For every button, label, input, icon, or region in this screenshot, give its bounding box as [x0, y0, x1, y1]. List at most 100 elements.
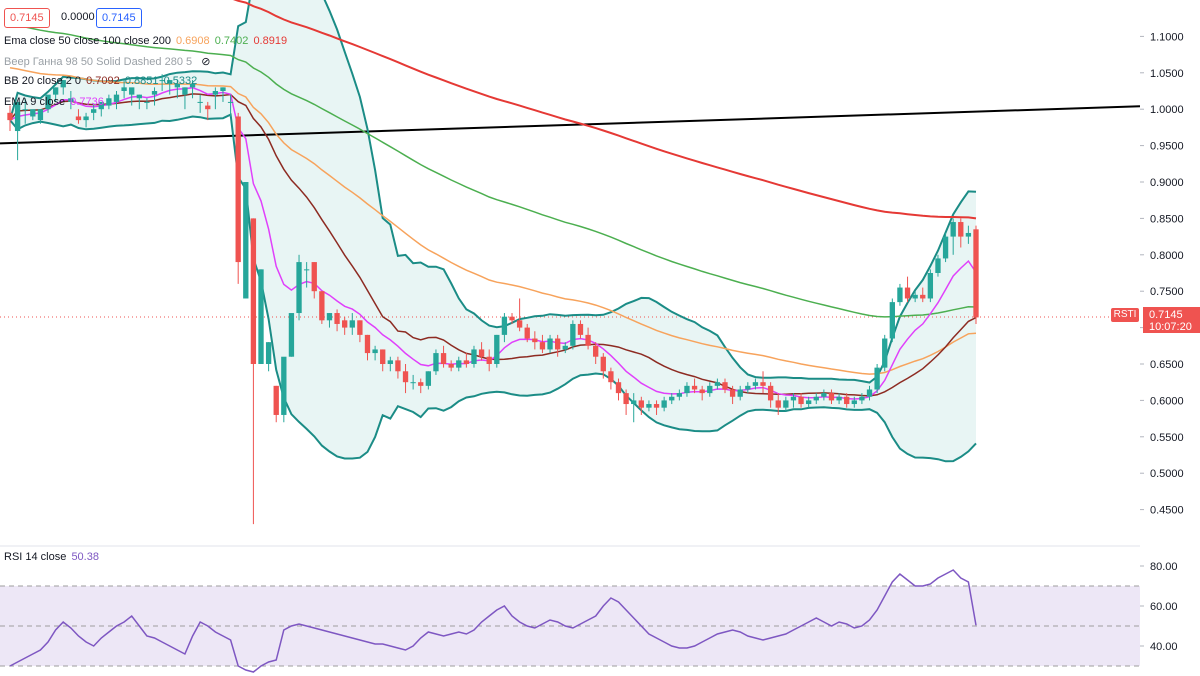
price-pane[interactable] — [0, 0, 1141, 525]
candle-body — [136, 94, 142, 99]
candle-body — [212, 91, 219, 95]
legend-bb-upper-value: 0.8851 — [124, 75, 159, 87]
candle-body — [281, 356, 287, 415]
candle-body — [707, 385, 713, 394]
legend-ema-50-value: 0.6908 — [176, 35, 210, 47]
candle-body — [235, 116, 241, 263]
candle-body — [813, 396, 819, 401]
candle-body — [866, 389, 873, 397]
candle-body — [600, 356, 606, 372]
candle-body — [760, 382, 766, 386]
bb-lower-line — [9, 113, 977, 463]
candle-body — [501, 316, 508, 335]
candle-body — [410, 382, 416, 384]
candle-body — [638, 400, 644, 408]
candle-body — [942, 236, 949, 259]
price-tick-label: 0.7500 — [1150, 286, 1184, 298]
change-box: 0.0000 — [56, 8, 100, 26]
candle-body — [91, 109, 97, 113]
candle-body — [950, 222, 956, 237]
candle-body — [912, 294, 918, 299]
candle-body — [745, 385, 751, 390]
candle-body — [562, 345, 568, 350]
candle-body — [623, 393, 629, 405]
rsi-line — [9, 569, 977, 673]
legend-ema-200-value: 0.8919 — [253, 35, 288, 47]
candle-body — [631, 400, 637, 405]
candle-body — [45, 94, 51, 110]
candle-body — [425, 371, 432, 386]
candle-body — [547, 338, 553, 350]
candle-body — [372, 349, 378, 354]
candle-body — [167, 80, 173, 84]
legend-gann[interactable]: Веер Ганна 98 50 Solid Dashed 280 5 ⊘ — [4, 55, 210, 68]
candle-body — [243, 182, 249, 299]
candle-body — [973, 229, 979, 318]
price-axis: 0.45000.50000.55000.60000.65000.70000.75… — [1140, 0, 1200, 676]
candle-body — [205, 105, 211, 110]
candle-body — [357, 320, 363, 335]
candle-body — [828, 393, 835, 401]
candle-body — [395, 360, 401, 372]
candle-body — [646, 404, 652, 408]
price-tick-label: 0.5500 — [1150, 432, 1184, 444]
candle-body — [402, 371, 409, 383]
candle-body — [448, 364, 454, 368]
candle-body — [334, 313, 340, 324]
candle-body — [935, 258, 941, 273]
candle-body — [197, 101, 203, 103]
price-badge: 0.7145 10:07:20 — [1143, 307, 1200, 333]
candle-body — [722, 382, 728, 390]
candle-body — [456, 360, 462, 368]
candle-body — [859, 396, 865, 401]
price-tick-label: 1.1000 — [1150, 31, 1184, 43]
legend-bb-label: BB 20 close 2 0 — [4, 75, 82, 87]
candle-body — [593, 345, 599, 357]
candle-body — [83, 116, 89, 121]
candle-body — [836, 396, 842, 401]
candle-body — [524, 327, 530, 339]
price-tick-label: 0.8500 — [1150, 213, 1184, 225]
candle-body — [258, 269, 264, 364]
candle-body — [897, 287, 903, 303]
rsi-pane[interactable] — [0, 545, 1200, 673]
candle-body — [608, 371, 614, 383]
axis-background — [1140, 0, 1200, 676]
legend-bb[interactable]: BB 20 close 2 0 0.7092 0.8851 0.5332 — [4, 75, 197, 87]
candle-body — [752, 382, 759, 386]
legend-bb-basis-value: 0.7092 — [86, 75, 120, 87]
candle-body — [440, 353, 447, 364]
candle-body — [965, 232, 972, 237]
candle-body — [273, 385, 279, 415]
candle-body — [220, 87, 226, 91]
candle-body — [653, 404, 660, 408]
candle-body — [250, 218, 257, 364]
candle-body — [106, 98, 112, 106]
candle-body — [783, 400, 789, 408]
legend-rsi-value: 50.38 — [71, 551, 99, 563]
candle-body — [958, 222, 964, 237]
candle-body — [30, 109, 36, 117]
candle-body — [342, 320, 348, 328]
candle-body — [532, 338, 538, 343]
candle-body — [68, 98, 74, 102]
legend-ema[interactable]: Ema close 50 close 100 close 200 0.6908 … — [4, 35, 287, 47]
candle-body — [311, 262, 317, 292]
candle-body — [296, 262, 302, 314]
candle-body — [669, 396, 675, 401]
candle-body — [52, 87, 59, 95]
candle-body — [303, 269, 310, 271]
candle-body — [554, 338, 561, 350]
candle-body — [288, 313, 295, 357]
candle-body — [418, 382, 424, 386]
candle-body — [904, 287, 911, 299]
legend-rsi[interactable]: RSI 14 close 50.38 — [4, 551, 99, 563]
last-box: 0.7145 — [96, 8, 142, 28]
legend-ema9[interactable]: EMA 9 close 0.7736 — [4, 96, 104, 108]
legend-rsi-label: RSI 14 close — [4, 551, 67, 563]
candle-body — [113, 94, 120, 102]
legend-ema9-label: EMA 9 close — [4, 96, 66, 108]
candle-body — [364, 334, 371, 354]
eye-off-icon[interactable]: ⊘ — [201, 56, 211, 68]
